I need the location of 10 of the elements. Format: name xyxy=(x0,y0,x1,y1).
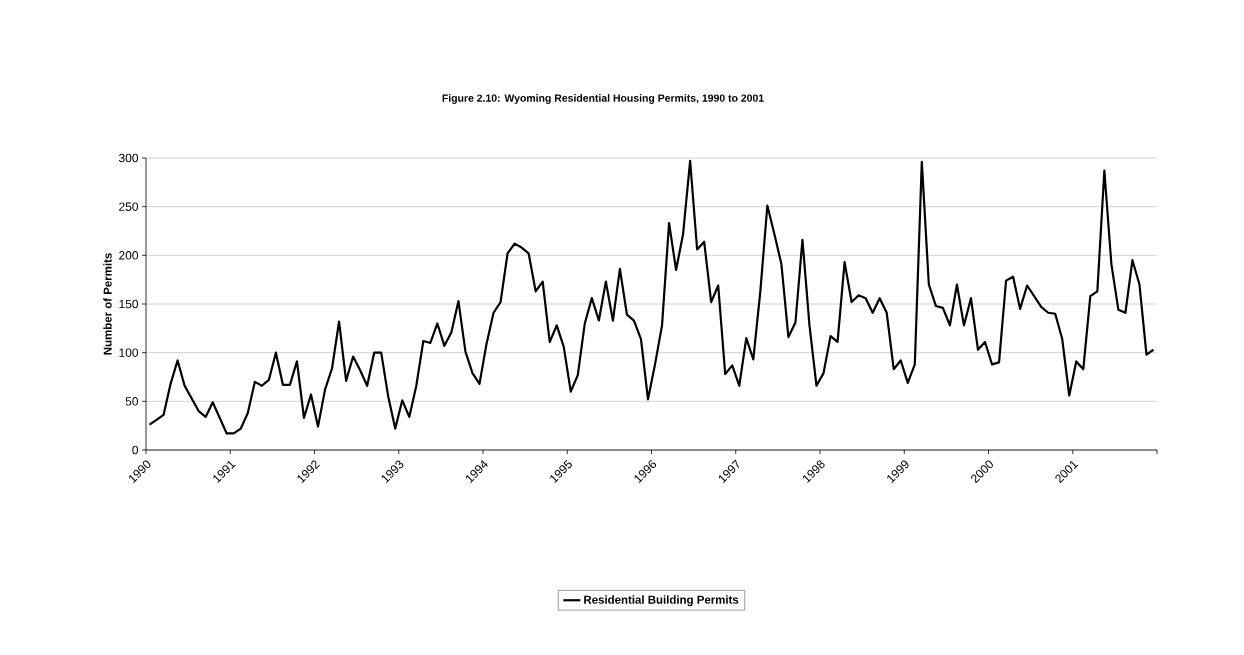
y-tick-label: 250 xyxy=(119,202,139,211)
y-tick-label: 200 xyxy=(119,251,139,260)
legend-label: Residential Building Permits xyxy=(584,595,739,607)
chart-title: Figure 2.10: Wyoming Residential Housing Permits, 1990 to 2001 xyxy=(442,94,764,104)
y-tick-label: 150 xyxy=(119,299,139,309)
y-axis-title: Number of Permits xyxy=(103,253,112,355)
y-tick-label: 300 xyxy=(119,153,139,163)
y-tick-label: 0 xyxy=(132,445,139,455)
y-tick-label: 100 xyxy=(119,348,139,357)
y-tick-label: 50 xyxy=(125,397,139,406)
